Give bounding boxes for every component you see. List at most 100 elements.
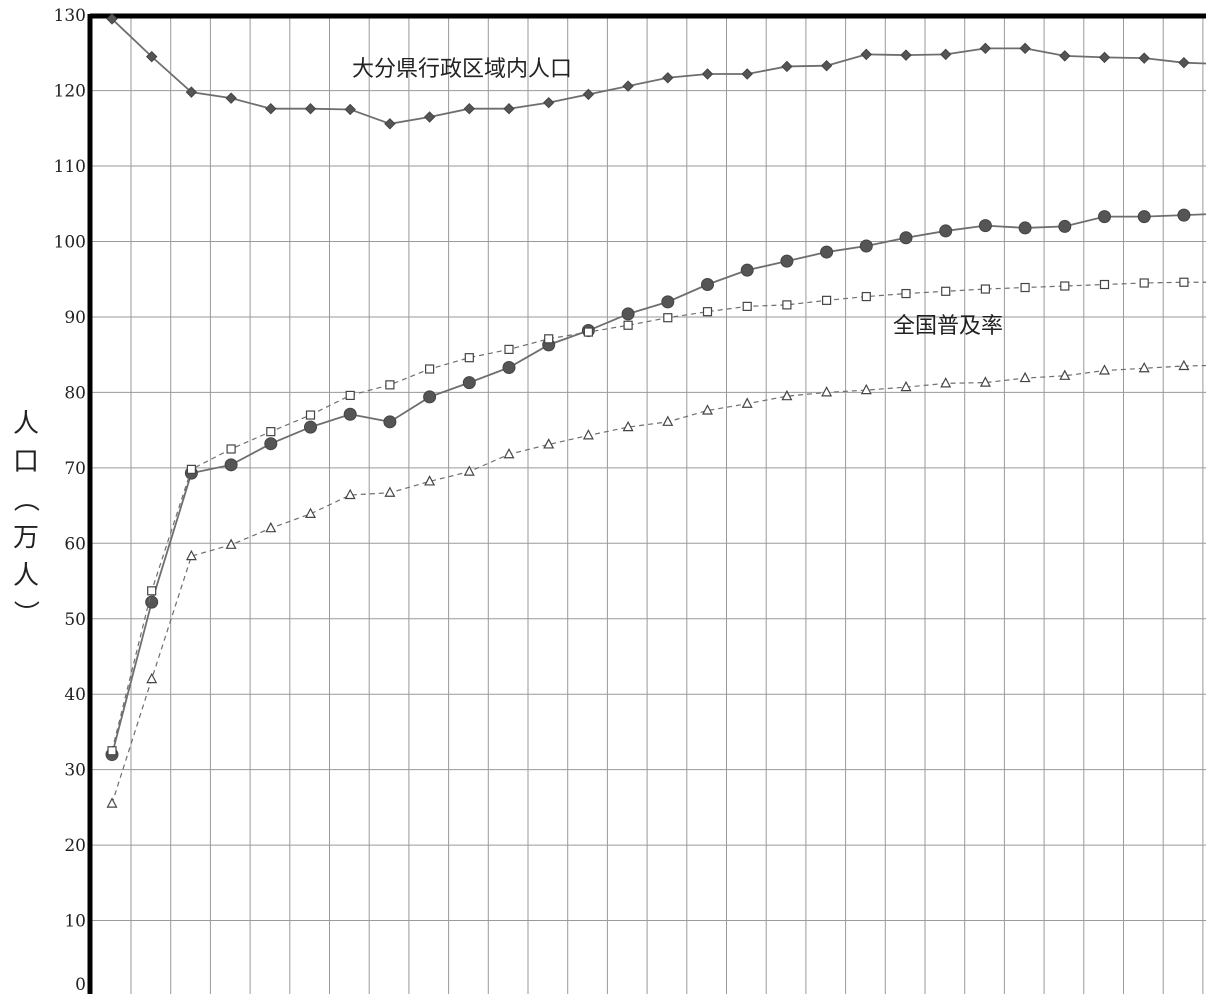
- data-point-square: [1139, 278, 1149, 288]
- data-point-circle: [621, 307, 635, 321]
- data-point-circle: [859, 239, 873, 253]
- data-point-square: [1020, 282, 1030, 293]
- data-point-triangle: [662, 415, 674, 426]
- data-point-square: [1060, 281, 1070, 291]
- data-point-circle: [780, 254, 794, 268]
- data-point-triangle: [225, 538, 237, 549]
- data-point-circle: [264, 437, 278, 451]
- data-point-circle: [224, 458, 238, 472]
- y-tick-label: 50: [64, 610, 86, 630]
- data-point-square: [702, 307, 713, 317]
- data-point-circle: [1137, 210, 1151, 224]
- data-point-square: [266, 427, 276, 437]
- data-point-square: [623, 320, 633, 330]
- data-point-triangle: [1019, 371, 1031, 383]
- y-axis-label-char: 万: [13, 523, 39, 553]
- data-point-circle: [343, 407, 357, 421]
- data-point-square: [464, 353, 474, 363]
- data-point-diamond: [701, 68, 714, 80]
- data-point-square: [226, 444, 236, 454]
- series-1: [105, 208, 1206, 762]
- y-axis-label-char: 口: [13, 447, 39, 477]
- data-point-square: [1099, 279, 1110, 290]
- data-point-triangle: [940, 377, 952, 388]
- data-point-circle: [701, 278, 714, 292]
- data-point-circle: [304, 420, 317, 434]
- data-point-diamond: [860, 48, 873, 61]
- data-point-square: [1179, 277, 1189, 287]
- y-tick-label: 40: [64, 685, 86, 705]
- data-point-circle: [462, 376, 476, 390]
- y-tick-label: 120: [54, 82, 86, 102]
- data-point-triangle: [979, 376, 991, 387]
- data-point-triangle: [781, 389, 793, 401]
- data-point-diamond: [662, 72, 674, 84]
- data-point-diamond: [185, 86, 198, 98]
- annotation-national-rate: 全国普及率: [893, 314, 1003, 339]
- data-point-diamond: [622, 80, 634, 92]
- data-point-square: [504, 344, 514, 354]
- data-point-triangle: [463, 465, 475, 476]
- data-point-diamond: [741, 68, 753, 80]
- data-point-diamond: [939, 48, 952, 61]
- y-axis-label-char: 人: [13, 409, 39, 439]
- data-point-triangle: [1099, 364, 1110, 375]
- data-point-triangle: [305, 507, 316, 518]
- series-line-1: [111, 213, 1206, 755]
- data-point-triangle: [344, 488, 356, 500]
- data-point-triangle: [1138, 361, 1150, 373]
- data-point-diamond: [423, 111, 436, 123]
- data-point-triangle: [582, 429, 594, 440]
- data-point-square: [345, 390, 355, 401]
- data-point-diamond: [384, 118, 396, 130]
- data-point-circle: [740, 263, 754, 277]
- data-point-circle: [383, 415, 397, 429]
- annotations: 大分県行政区域内人口 全国普及率: [352, 57, 1003, 339]
- data-point-triangle: [1059, 369, 1071, 380]
- data-point-square: [821, 295, 832, 305]
- y-tick-label: 80: [64, 383, 86, 403]
- series-line-2: [111, 281, 1206, 751]
- data-point-circle: [899, 231, 913, 245]
- data-point-square: [186, 464, 196, 474]
- data-point-circle: [939, 224, 953, 238]
- data-point-square: [742, 301, 752, 311]
- y-tick-label: 70: [64, 459, 86, 479]
- grid: [90, 14, 1206, 994]
- y-tick-label: 90: [64, 308, 86, 328]
- series-3: [106, 359, 1206, 808]
- data-point-triangle: [860, 383, 872, 395]
- data-point-diamond: [463, 103, 476, 115]
- series-2: [107, 277, 1206, 756]
- data-point-circle: [1018, 221, 1032, 235]
- data-point-triangle: [622, 420, 634, 432]
- data-point-diamond: [106, 13, 118, 25]
- data-point-diamond: [503, 103, 515, 115]
- data-point-diamond: [344, 103, 356, 116]
- y-tick-label: 0: [75, 975, 86, 994]
- series-group: [105, 13, 1206, 808]
- data-point-circle: [1177, 208, 1191, 222]
- data-point-triangle: [900, 380, 912, 392]
- series-line-0: [111, 18, 1206, 125]
- data-point-diamond: [900, 49, 912, 61]
- data-point-diamond: [820, 59, 833, 72]
- data-point-circle: [978, 219, 992, 233]
- annotation-population: 大分県行政区域内人口: [352, 57, 572, 82]
- data-point-square: [861, 291, 871, 302]
- series-line-3: [111, 364, 1206, 804]
- y-axis-label-char: 人: [13, 561, 39, 591]
- y-tick-label: 30: [64, 761, 86, 781]
- data-point-diamond: [145, 50, 158, 63]
- data-point-triangle: [821, 386, 833, 397]
- y-tick-label: 10: [64, 912, 86, 932]
- data-point-circle: [1058, 219, 1072, 233]
- data-point-triangle: [384, 486, 396, 497]
- data-point-square: [941, 286, 951, 296]
- y-tick-label: 110: [54, 157, 86, 177]
- data-point-diamond: [979, 42, 992, 55]
- data-point-circle: [423, 390, 437, 404]
- data-point-triangle: [185, 549, 197, 561]
- data-point-square: [385, 380, 395, 390]
